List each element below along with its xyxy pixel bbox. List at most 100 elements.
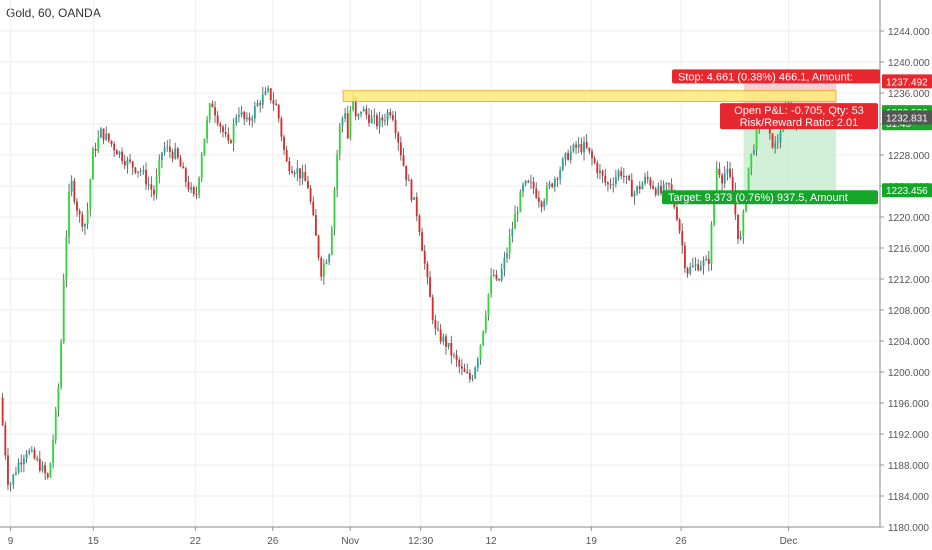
candle-body xyxy=(551,183,554,187)
candle-body xyxy=(200,155,203,178)
y-tick-label: 1208.000 xyxy=(888,306,930,317)
candle-body xyxy=(705,258,708,261)
candle-body xyxy=(519,191,522,212)
candle-body xyxy=(490,275,493,295)
stop-annotation: Stop: 4.661 (0.38%) 466.1, Amount: xyxy=(678,71,853,83)
candle-body xyxy=(739,236,742,240)
candle-body xyxy=(697,264,700,271)
candle-body xyxy=(460,366,463,369)
candle-body xyxy=(54,409,57,441)
candle-body xyxy=(511,229,514,237)
candle-body xyxy=(81,214,84,227)
candle-body xyxy=(227,134,230,141)
candle-body xyxy=(139,171,142,173)
price-label-bg xyxy=(882,183,932,198)
candle-body xyxy=(243,111,246,120)
candle-body xyxy=(105,133,108,140)
candle-body xyxy=(121,151,124,162)
candle-body xyxy=(52,440,55,464)
candle-body xyxy=(163,147,166,153)
candle-body xyxy=(142,169,145,172)
candle-body xyxy=(633,193,636,197)
candle-body xyxy=(721,175,723,184)
candle-body xyxy=(471,378,474,380)
candle-body xyxy=(381,117,384,121)
candle-body xyxy=(572,144,575,152)
candle-body xyxy=(652,185,654,189)
candle-body xyxy=(445,336,447,347)
x-tick-label: 19 xyxy=(586,536,598,547)
candle-body xyxy=(718,168,721,176)
candle-body xyxy=(251,118,254,121)
candle-body xyxy=(474,367,477,379)
candle-body xyxy=(503,257,506,270)
candle-body xyxy=(662,184,665,194)
candle-body xyxy=(676,207,678,220)
price-label-bg xyxy=(882,74,932,89)
candle-body xyxy=(330,228,333,255)
candle-body xyxy=(591,151,593,159)
candle-body xyxy=(68,191,70,237)
position-annotations: Stop: 4.661 (0.38%) 466.1, Amount: Open P… xyxy=(662,69,880,205)
candle-body xyxy=(707,258,710,264)
candle-body xyxy=(65,236,68,280)
candle-body xyxy=(450,342,453,356)
y-tick-label: 1236.000 xyxy=(888,89,930,100)
candle-body xyxy=(49,463,52,478)
candle-body xyxy=(466,371,469,374)
candle-body xyxy=(737,214,739,240)
y-tick-label: 1180.000 xyxy=(888,523,929,534)
candle-body xyxy=(73,180,76,202)
candle-body xyxy=(57,387,60,410)
candle-body xyxy=(702,260,705,267)
candle-body xyxy=(365,108,368,115)
candle-body xyxy=(288,161,291,172)
candle-body xyxy=(453,354,455,356)
candle-body xyxy=(383,120,386,122)
candle-body xyxy=(126,159,129,166)
candle-body xyxy=(312,201,315,216)
candle-body xyxy=(439,329,442,342)
candlestick-series xyxy=(1,85,798,492)
candle-body xyxy=(479,345,482,360)
candle-body xyxy=(548,183,551,187)
candle-body xyxy=(38,458,41,471)
candle-body xyxy=(628,175,631,181)
candle-body xyxy=(344,113,347,119)
candle-body xyxy=(285,149,288,162)
candle-body xyxy=(524,180,527,185)
candle-body xyxy=(580,143,583,153)
candle-body xyxy=(107,133,110,141)
candle-body xyxy=(583,141,585,153)
candle-body xyxy=(309,188,312,202)
candle-body xyxy=(564,152,567,159)
candle-body xyxy=(235,117,238,124)
chart-title: Gold, 60, OANDA xyxy=(6,6,101,20)
candle-body xyxy=(322,263,325,277)
x-tick-label: 9 xyxy=(8,536,14,547)
candle-body xyxy=(596,163,599,174)
candle-body xyxy=(665,183,668,185)
candle-body xyxy=(46,473,49,478)
candle-body xyxy=(349,109,352,139)
candle-body xyxy=(4,425,7,456)
candle-body xyxy=(426,263,429,278)
candle-body xyxy=(216,115,219,124)
candle-body xyxy=(14,472,17,475)
target-annotation: Target: 9.373 (0.76%) 937.5, Amount xyxy=(668,192,848,204)
candle-body xyxy=(182,166,185,169)
candle-body xyxy=(434,320,437,329)
candle-body xyxy=(275,103,278,106)
candle-body xyxy=(657,186,660,195)
candle-body xyxy=(606,182,609,185)
y-tick-label: 1240.000 xyxy=(888,58,930,69)
candle-body xyxy=(283,136,285,150)
candle-body xyxy=(333,189,336,229)
candle-body xyxy=(641,183,644,190)
candle-body xyxy=(622,175,625,177)
candle-body xyxy=(299,168,301,179)
candle-body xyxy=(150,184,153,190)
time-axis[interactable]: 9 15 22 26 Nov 12:30 12 19 26 Dec xyxy=(0,526,880,547)
candle-body xyxy=(402,155,405,166)
